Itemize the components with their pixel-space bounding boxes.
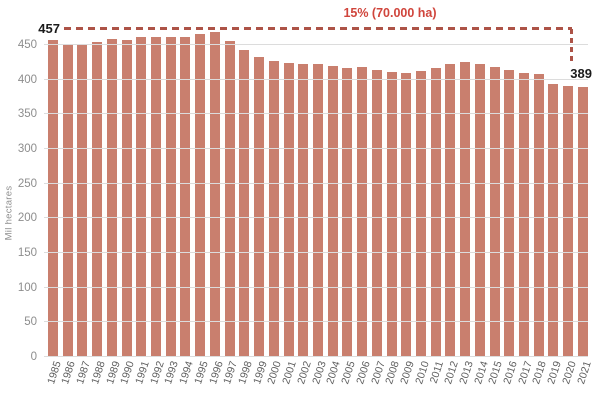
change-bracket-vertical-dashed-line (570, 29, 573, 65)
bar (474, 63, 485, 357)
plot-area (44, 20, 588, 357)
bar (106, 39, 117, 357)
bar (92, 42, 103, 357)
bar (548, 83, 559, 357)
bar (327, 65, 338, 357)
gridline (44, 147, 588, 149)
bar (519, 73, 529, 357)
gridline (44, 286, 588, 288)
bar (136, 37, 147, 357)
bar (209, 31, 220, 357)
bar (342, 67, 353, 357)
start-value-label: 457 (38, 21, 60, 36)
bar (430, 67, 441, 357)
y-tick-label: 300 (17, 142, 37, 155)
bar (577, 87, 588, 357)
bar (298, 63, 309, 357)
bar (268, 60, 279, 357)
gridline (44, 252, 588, 253)
y-tick-label: 400 (17, 73, 37, 86)
y-tick-label: 150 (17, 247, 37, 259)
bar (401, 73, 412, 357)
bar (48, 40, 58, 357)
bar (504, 69, 515, 357)
bar (445, 64, 456, 357)
bar (195, 33, 206, 357)
y-tick-label: 100 (17, 281, 37, 294)
bar (283, 63, 294, 357)
y-tick-label: 450 (17, 38, 37, 51)
y-tick-label: 0 (30, 351, 37, 363)
y-tick-label: 200 (17, 212, 37, 225)
y-tick-label: 250 (17, 177, 37, 190)
bar (312, 64, 323, 357)
percent-change-annotation: 15% (70.000 ha) (343, 6, 437, 20)
bar (165, 36, 176, 357)
bar (533, 74, 544, 357)
y-axis-title: Mil hectares (3, 185, 15, 241)
bar (121, 40, 132, 357)
bar (415, 71, 426, 357)
y-tick-label: 50 (24, 316, 37, 329)
y-tick-label: 350 (17, 108, 37, 121)
x-axis-ticks: 1985 1986 1987 1988 1989 1990 1991 1992 1993 1994… (44, 359, 594, 386)
bar (563, 85, 574, 357)
gridline (44, 182, 588, 184)
bar (62, 44, 73, 357)
bar (460, 61, 471, 357)
end-value-label: 389 (570, 66, 592, 81)
bar (371, 69, 382, 357)
bar (386, 72, 397, 357)
bar (77, 44, 88, 357)
bar (254, 56, 265, 357)
bar (239, 49, 250, 357)
gridline (44, 217, 588, 219)
bar (180, 37, 191, 357)
gridline (44, 78, 588, 80)
bar (151, 36, 162, 357)
gridline (44, 321, 588, 323)
change-bracket-horizontal-dashed-line (64, 27, 572, 30)
y-axis-ticks: 0 50 100 150 200 250 300 350 400 450 (0, 0, 40, 400)
gridline (44, 356, 588, 357)
gridline (44, 43, 588, 45)
bar (489, 66, 500, 357)
gridline (44, 113, 588, 115)
bar-series (48, 20, 588, 357)
bar (357, 67, 368, 357)
bar (224, 40, 235, 357)
